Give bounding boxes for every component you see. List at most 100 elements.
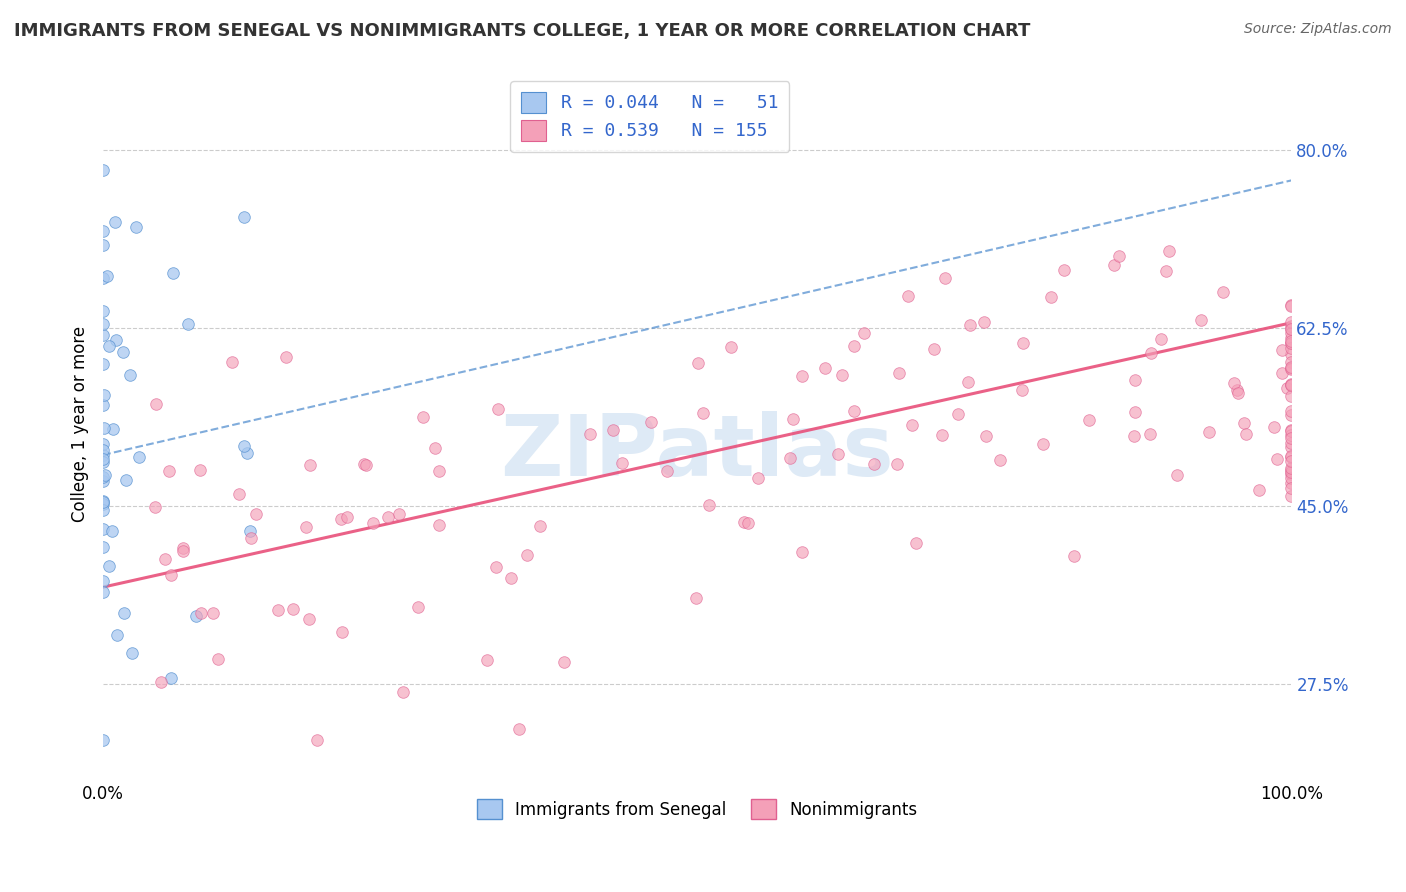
Y-axis label: College, 1 year or more: College, 1 year or more (72, 326, 89, 523)
Point (655, 464, 678, 478)
Point (112, 345, 135, 359)
Point (1149, 331, 1171, 345)
Point (779, 450, 801, 465)
Point (1263, 419, 1285, 434)
Point (103, 422, 125, 436)
Point (831, 368, 853, 382)
Point (1154, 264, 1177, 278)
Point (956, 375, 979, 389)
Point (889, 366, 911, 380)
Point (1271, 366, 1294, 380)
Point (1281, 428, 1303, 442)
Point (475, 653, 498, 667)
Point (1223, 376, 1246, 391)
Point (1011, 383, 1033, 397)
Point (162, 266, 184, 280)
Point (1271, 343, 1294, 358)
Point (1281, 330, 1303, 344)
Point (281, 602, 304, 616)
Point (1281, 475, 1303, 490)
Point (959, 318, 981, 332)
Point (91, 224, 114, 238)
Point (1281, 360, 1303, 375)
Point (149, 674, 172, 689)
Point (91, 475, 114, 489)
Point (427, 464, 450, 478)
Point (239, 531, 262, 545)
Point (1281, 322, 1303, 336)
Point (153, 552, 176, 566)
Point (1281, 481, 1303, 495)
Point (172, 541, 194, 555)
Point (267, 603, 290, 617)
Point (112, 606, 135, 620)
Point (973, 315, 995, 329)
Point (1166, 467, 1188, 482)
Point (96, 269, 118, 284)
Point (91, 574, 114, 588)
Point (1265, 452, 1288, 467)
Point (423, 441, 446, 455)
Point (1281, 408, 1303, 422)
Point (1281, 319, 1303, 334)
Point (294, 520, 316, 534)
Text: Source: ZipAtlas.com: Source: ZipAtlas.com (1244, 22, 1392, 37)
Point (1277, 381, 1299, 395)
Point (553, 655, 575, 669)
Point (188, 463, 211, 477)
Point (276, 350, 298, 364)
Point (790, 369, 813, 384)
Point (692, 406, 714, 420)
Point (853, 326, 876, 340)
Point (91, 358, 114, 372)
Point (931, 428, 953, 442)
Point (1281, 362, 1303, 376)
Point (1281, 378, 1303, 392)
Point (429, 518, 451, 533)
Point (305, 732, 328, 747)
Point (104, 215, 127, 229)
Point (782, 412, 804, 426)
Point (737, 516, 759, 530)
Point (91, 448, 114, 462)
Point (91, 522, 114, 536)
Point (1281, 377, 1303, 392)
Point (91, 493, 114, 508)
Point (686, 356, 709, 370)
Point (377, 509, 399, 524)
Point (91, 452, 114, 467)
Point (1281, 489, 1303, 503)
Point (91, 238, 114, 252)
Point (387, 507, 409, 521)
Point (1226, 384, 1249, 398)
Point (844, 404, 866, 418)
Point (485, 560, 508, 574)
Point (1123, 405, 1146, 419)
Point (98, 559, 121, 574)
Point (207, 652, 229, 666)
Point (747, 470, 769, 484)
Point (159, 567, 181, 582)
Point (1212, 285, 1234, 299)
Point (93, 421, 115, 435)
Point (1281, 389, 1303, 403)
Point (1281, 436, 1303, 450)
Point (172, 544, 194, 558)
Point (115, 473, 138, 487)
Point (221, 355, 243, 369)
Point (91, 437, 114, 451)
Point (245, 507, 267, 521)
Point (93, 467, 115, 482)
Point (91, 163, 114, 178)
Point (236, 446, 259, 460)
Point (1281, 326, 1303, 341)
Point (1281, 471, 1303, 485)
Point (239, 524, 262, 538)
Point (100, 524, 122, 538)
Point (486, 401, 509, 416)
Point (901, 417, 924, 432)
Point (529, 518, 551, 533)
Point (412, 410, 434, 425)
Point (145, 397, 167, 411)
Point (1281, 404, 1303, 418)
